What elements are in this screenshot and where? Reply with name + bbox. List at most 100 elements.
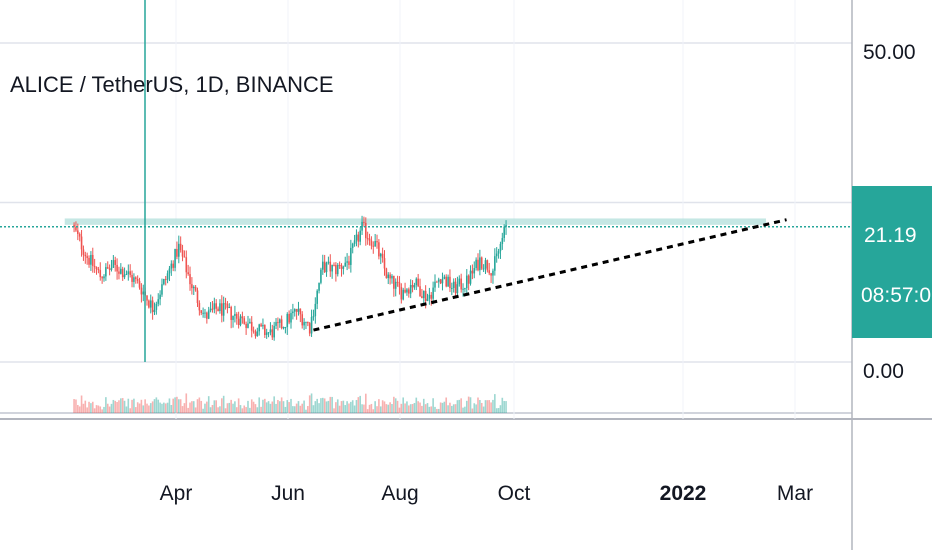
volume-bar [342,400,345,413]
volume-bar [393,396,395,413]
candle-body [293,309,296,312]
volume-bar [127,398,130,413]
candle-body [417,278,419,287]
candle-body [215,303,217,309]
volume-bar [363,404,365,413]
candle-body [166,273,169,280]
volume-bar [415,397,418,413]
candle-body [249,321,251,324]
time-tick-label: Apr [160,482,193,505]
volume-bar [191,401,193,413]
ascending-trendline[interactable] [313,218,787,332]
volume-bar [344,405,347,413]
candle-body [226,304,229,308]
volume-bar [316,398,318,413]
candle-body [428,294,431,299]
volume-bar [398,407,401,413]
candle-body [196,290,199,304]
volume-bar [348,403,350,413]
candle-body [232,315,234,320]
candle-body [292,311,294,314]
candle-body [153,309,156,313]
volume-bar [366,409,369,413]
volume-bar [140,399,143,413]
volume-bar [365,393,367,413]
candle-body [393,275,395,289]
candle-body [260,324,262,327]
candle-body [389,274,391,279]
volume-bar [192,401,195,413]
volume-bar [252,401,255,413]
volume-bar [355,400,358,413]
volume-bar [499,405,502,413]
volume-bar [278,401,281,413]
candle-body [264,325,266,335]
candle-body [262,325,264,327]
volume-bar [400,403,403,413]
candle-body [269,329,272,333]
candle-body [394,281,397,289]
volume-bar [494,394,496,413]
candle-body [443,276,446,279]
volume-bar [265,402,268,413]
candle-body [436,281,438,283]
volume-bar [247,400,249,413]
volume-bar [436,408,438,413]
candle-body [310,316,313,334]
candle-body [307,321,309,324]
candle-body [365,222,367,239]
volume-bar [456,400,459,413]
volume-bar [469,397,472,413]
time-tick-label: Mar [777,482,813,505]
volume-bar [80,395,83,413]
candle-body [75,226,77,231]
candle-body [237,318,240,326]
time-tick-label: 2022 [660,482,707,505]
candle-body [366,238,369,240]
volume-bar [307,406,309,413]
last-price-tag-bg [852,186,932,338]
volume-bar [424,404,427,413]
candle-body [164,279,167,281]
volume-bar [221,398,223,413]
volume-bar [178,399,180,413]
candle-body [383,258,386,269]
candle-body [460,278,462,290]
volume-bar [95,405,98,413]
candle-body [408,289,410,294]
volume-bar [411,404,414,413]
volume-bar [106,403,109,413]
candle-body [495,253,498,257]
candle-body [129,271,131,275]
volume-bar [200,400,203,413]
candle-body [415,278,418,286]
volume-bar [443,401,446,413]
candle-body [221,303,223,316]
volume-bar [336,399,339,413]
candle-body [355,234,358,241]
candle-body [181,250,184,257]
volume-bar [159,402,161,413]
volume-bar [228,402,231,413]
volume-bar [75,399,77,413]
volume-bar [486,400,489,413]
candle-body [372,245,375,247]
volume-bar [351,400,354,413]
volume-bar [327,400,330,413]
candle-body [421,296,423,299]
candle-body [331,264,333,272]
candle-body [314,303,317,317]
volume-bar [234,401,236,413]
candle-body [211,308,214,310]
volume-bar [239,405,242,413]
candle-body [434,281,436,288]
candle-body [114,260,117,265]
time-tick-label: Jun [271,482,305,505]
candle-body [105,267,107,277]
candle-body [179,243,182,251]
volume-bar [82,403,85,413]
candle-body [325,262,328,273]
